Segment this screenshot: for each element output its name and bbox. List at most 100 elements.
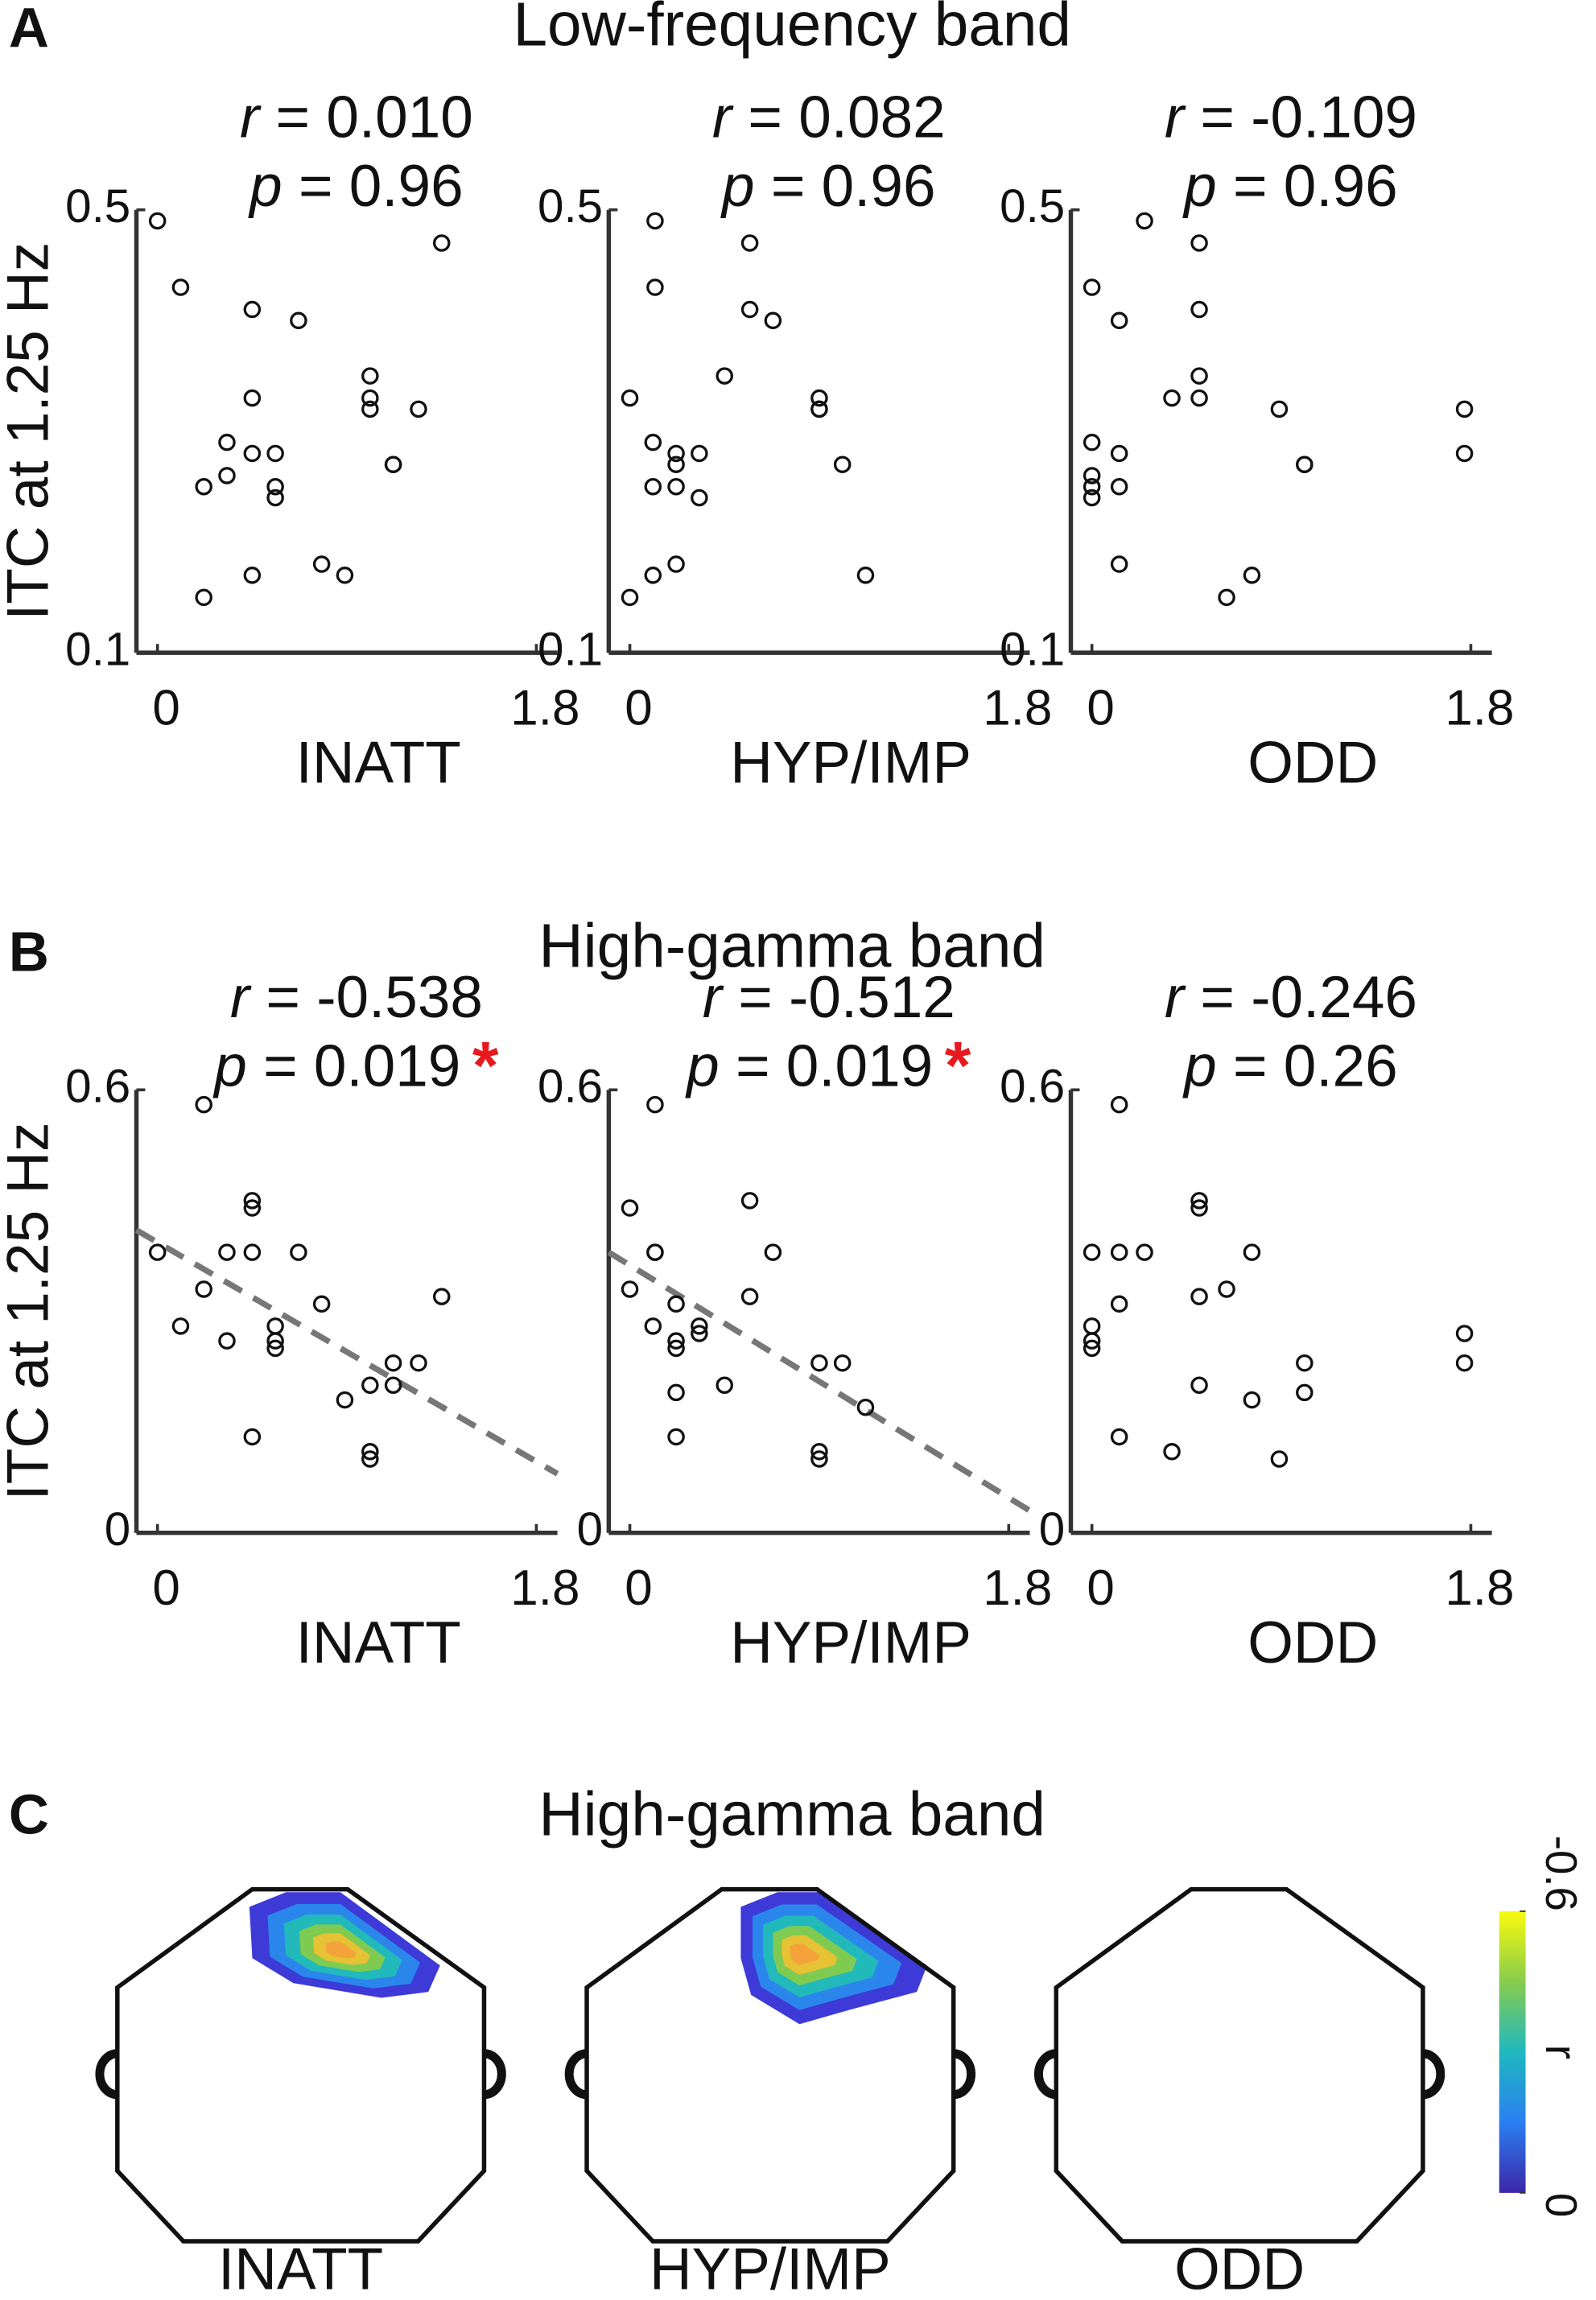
stat-text: = 0.96 [299, 154, 464, 219]
data-point [243, 444, 262, 463]
data-point [266, 1332, 284, 1350]
data-point [1110, 1095, 1128, 1114]
data-point [667, 1332, 685, 1350]
stat-space [1217, 1034, 1233, 1099]
data-point [1455, 1325, 1474, 1342]
data-point [1190, 1199, 1208, 1217]
data-point [266, 477, 284, 496]
data-point [1083, 1332, 1101, 1350]
stat-space [259, 85, 275, 150]
data-point [1136, 212, 1153, 230]
data-point [1296, 1354, 1314, 1372]
data-point [361, 367, 379, 385]
data-point [691, 1317, 708, 1335]
stat-space [1184, 85, 1200, 150]
data-point [171, 278, 190, 296]
data-point [621, 1280, 639, 1298]
stat-space [1184, 965, 1200, 1030]
data-point [667, 1428, 685, 1446]
data-point [856, 567, 875, 584]
data-point [1190, 1288, 1208, 1305]
data-point [1110, 555, 1128, 573]
panel-letter: B [9, 921, 49, 983]
stat-symbol: r [1165, 85, 1186, 150]
x-axis-label: INATT [296, 731, 461, 796]
topomap-label: ODD [1174, 2236, 1305, 2300]
y-tick-label: 0 [577, 1503, 603, 1556]
x-tick-label: 0 [152, 1560, 179, 1616]
data-point [667, 477, 685, 496]
data-point [646, 1095, 664, 1114]
data-point [740, 1288, 759, 1305]
topomap [564, 1886, 976, 2244]
left-ear [564, 2049, 588, 2100]
data-point [1083, 467, 1101, 484]
data-point [1110, 477, 1128, 496]
colorbar [1499, 1910, 1526, 2193]
data-point [646, 1243, 664, 1261]
data-point [171, 1317, 190, 1335]
stat-symbol: r [240, 85, 262, 150]
data-point [195, 1280, 212, 1298]
data-point [667, 1295, 685, 1313]
stat-space [250, 965, 266, 1030]
stat-line: r = 0.082 [712, 85, 946, 150]
data-point [1083, 1317, 1101, 1335]
stat-symbol: p [248, 154, 282, 219]
data-point [361, 1443, 379, 1461]
data-point [243, 389, 262, 407]
colorbar-tick-label: 0 [1536, 2193, 1586, 2217]
x-tick-label: 1.8 [510, 680, 579, 736]
data-point [810, 389, 828, 407]
data-point [1455, 444, 1474, 463]
data-point [410, 400, 427, 418]
data-point [644, 433, 662, 451]
stat-line: p = 0.96 [720, 154, 935, 219]
data-point [667, 455, 685, 473]
left-ear [1033, 2049, 1057, 2100]
significance-mark: * [945, 1028, 971, 1103]
head-outline [1054, 1886, 1425, 2244]
stat-space [1217, 154, 1233, 219]
data-point [266, 1339, 284, 1358]
data-point [290, 311, 307, 330]
data-point [1083, 1339, 1101, 1358]
data-point [218, 433, 236, 451]
data-point [621, 389, 639, 407]
y-tick-label: 0.1 [538, 624, 603, 676]
data-point [1243, 1391, 1261, 1409]
stat-line: p = 0.019 * [685, 1028, 971, 1103]
data-point [1455, 400, 1474, 418]
data-point [691, 488, 708, 507]
x-axis-label: ODD [1248, 1610, 1378, 1676]
stat-space [732, 85, 748, 150]
stat-space [722, 965, 738, 1030]
data-point [644, 567, 662, 584]
data-point [667, 444, 685, 463]
right-ear [953, 2049, 976, 2100]
y-tick-label: 0.6 [1000, 1061, 1065, 1113]
right-ear [1422, 2049, 1445, 2100]
stat-symbol: p [1182, 154, 1217, 219]
stat-text: = 0.96 [1233, 154, 1398, 219]
stat-line: p = 0.26 [1182, 1034, 1397, 1099]
data-point [667, 555, 685, 573]
data-point [1270, 400, 1289, 418]
y-axis-label: ITC at 1.25 Hz [0, 1123, 60, 1501]
stat-symbol: r [230, 965, 252, 1030]
data-point [243, 1428, 262, 1446]
data-point [691, 1325, 708, 1342]
data-point [1243, 567, 1261, 584]
x-tick-label: 0 [625, 1560, 652, 1616]
data-point [621, 1199, 639, 1217]
data-point [148, 212, 167, 230]
trend-line [607, 1249, 1032, 1514]
data-point [856, 1398, 875, 1416]
y-tick-label: 0.5 [1000, 180, 1065, 233]
data-point [432, 1288, 451, 1305]
stat-line: r = 0.010 [240, 85, 473, 150]
data-point [1218, 588, 1235, 607]
topomap-contour [325, 1941, 357, 1959]
data-point [667, 1383, 685, 1402]
